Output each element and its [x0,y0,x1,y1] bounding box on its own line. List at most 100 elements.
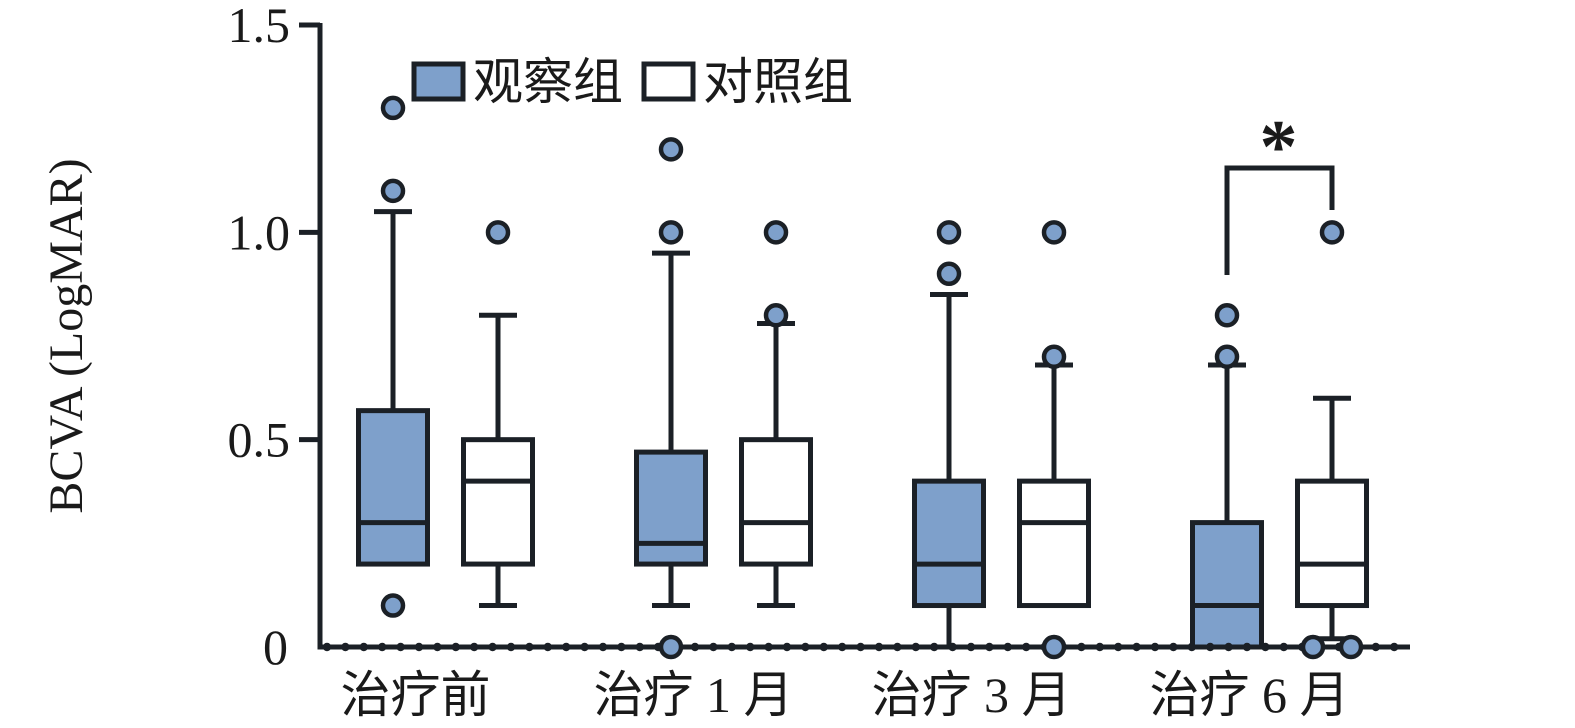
baseline-dot [1169,642,1178,652]
legend-label: 对照组 [703,54,853,110]
outlier-point [485,220,511,245]
boxplot-observation-group4 [1190,362,1264,650]
outlier-point [380,95,406,121]
baseline-dot [727,642,736,652]
boxplot-observation-group1 [356,209,430,567]
boxplot-control-group2 [739,321,813,609]
box [461,437,535,567]
baseline-dot [1021,642,1031,652]
outlier-point [1319,220,1345,245]
outlier-point [1338,634,1364,660]
baseline-dot [359,642,368,652]
baseline-dot [580,642,589,652]
baseline-dot [433,642,442,652]
outlier-point [763,303,789,328]
y-tick-label: 0 [263,619,288,675]
outlier-point [658,634,684,660]
baseline-dot [488,642,497,652]
outlier-point [1041,634,1067,660]
legend-swatch-observation [411,61,466,102]
baseline-dot [1279,642,1289,652]
baseline-dot [1150,642,1160,652]
baseline-dot [1224,642,1233,652]
outlier-point [380,178,406,204]
baseline-dot [525,642,534,652]
baseline-dot [1114,642,1123,652]
baseline-dot [1132,642,1141,652]
baseline-dot [1242,642,1252,652]
baseline-dot [1390,642,1399,652]
baseline-dot [819,642,828,652]
baseline-dot [874,642,884,652]
box [356,408,430,567]
baseline-dot [930,642,939,652]
baseline-dot [396,642,405,652]
baseline-dot [617,642,626,652]
y-tick-label: 1.0 [228,204,291,260]
outliers-layer [380,95,1364,660]
baseline-dot [690,642,700,652]
y-axis-title: BCVA (LogMAR) [40,158,93,513]
boxplot-control-group4 [1295,395,1369,642]
outlier-point [380,593,406,618]
outlier-point [1214,303,1240,328]
box [1190,520,1264,650]
baseline-dot [451,642,460,652]
baseline-dot [1371,642,1381,652]
baseline-dot [911,642,920,652]
outlier-point [1300,634,1326,660]
legend: 观察组 对照组 [411,54,853,110]
box [739,437,813,567]
x-category-label: 治疗前 [341,667,491,723]
box [1017,478,1091,609]
significance-marker: * [1260,105,1298,189]
baseline-dot [948,642,957,652]
baseline-dot [801,642,810,652]
axis-labels-layer: 0 0.5 1.0 1.5 治疗前 治疗 1 月 治疗 3 月 治疗 6 月 [228,0,1350,723]
baseline-dot [1077,642,1086,652]
outlier-point [658,220,684,245]
baseline-dot [506,642,516,652]
baseline-dot [1187,642,1197,652]
box [1295,478,1369,609]
baseline-dot [838,642,847,652]
outlier-point [658,137,684,162]
outlier-point [936,220,962,245]
baseline-dot [1003,642,1012,652]
boxplot-control-group3 [1017,362,1091,609]
box [634,449,708,567]
x-category-label: 治疗 3 月 [872,667,1072,723]
x-category-label: 治疗 6 月 [1150,667,1350,723]
baseline-dot [1095,642,1105,652]
baseline-dot [322,642,332,652]
baseline-dot [709,642,718,652]
baseline-dot [1261,642,1270,652]
x-category-label: 治疗 1 月 [594,667,794,723]
baseline-dot [635,642,644,652]
baseline-dot [543,642,552,652]
baseline-dot [1206,642,1215,652]
significance-bracket-group: * [1224,105,1335,275]
boxes-layer [356,209,1369,650]
legend-label: 观察组 [473,54,623,110]
boxplot-observation-group3 [912,292,986,650]
baseline-dot [746,642,755,652]
baseline-dot [985,642,994,652]
baseline-dot [966,642,976,652]
baseline-dot [856,642,865,652]
baseline-dot [562,642,571,652]
baseline-dot [598,642,608,652]
baseline-dot [378,642,387,652]
baseline-dot [470,642,479,652]
y-tick-label: 0.5 [228,412,291,468]
legend-swatch-control [641,61,696,102]
outlier-point [1041,344,1067,369]
baseline-dot [414,642,424,652]
outlier-point [1041,220,1067,245]
outlier-point [936,261,962,287]
y-tick-label: 1.5 [228,0,291,53]
baseline-dot [893,642,902,652]
boxplot-observation-group2 [634,250,708,609]
